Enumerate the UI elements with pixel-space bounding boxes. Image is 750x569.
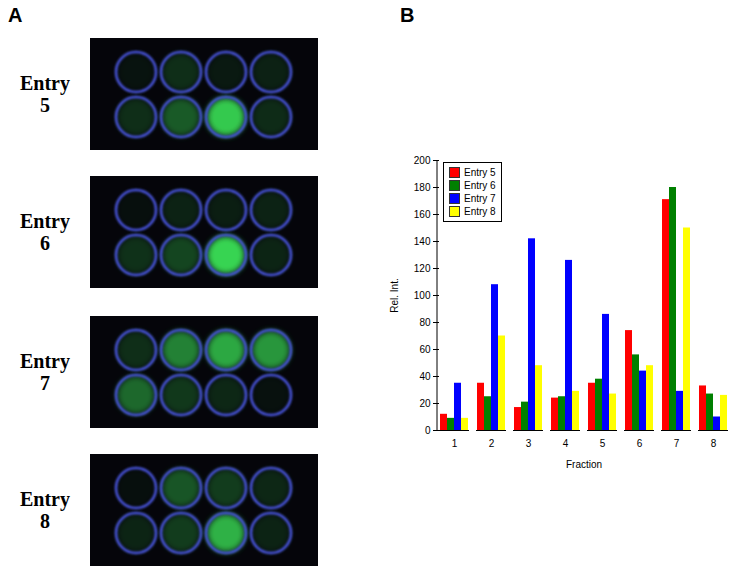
- html-text:Entry 7: Entry 7: [464, 193, 496, 204]
- svg-text:3: 3: [526, 438, 532, 449]
- svg-text:Entry8: Entry8: [20, 488, 70, 532]
- svg-text:Entry5: Entry5: [20, 72, 70, 116]
- svg-text:120: 120: [414, 263, 431, 274]
- svg-text:80: 80: [419, 317, 431, 328]
- svg-text:40: 40: [419, 371, 431, 382]
- svg-text:5: 5: [600, 438, 606, 449]
- svg-text:2: 2: [489, 438, 495, 449]
- html-text:Entry 8: Entry 8: [464, 206, 496, 217]
- html-text:A: A: [8, 4, 23, 26]
- svg-text:6: 6: [637, 438, 643, 449]
- svg-text:200: 200: [414, 155, 431, 166]
- svg-text:180: 180: [414, 182, 431, 193]
- svg-text:Entry6: Entry6: [20, 210, 70, 254]
- svg-text:160: 160: [414, 209, 431, 220]
- svg-text:20: 20: [419, 398, 431, 409]
- svg-text:60: 60: [419, 344, 431, 355]
- svg-text:7: 7: [674, 438, 680, 449]
- svg-text:4: 4: [563, 438, 569, 449]
- svg-text:0: 0: [425, 425, 431, 436]
- svg-text:100: 100: [414, 290, 431, 301]
- svg-text:Entry7: Entry7: [20, 350, 70, 394]
- svg-text:Rel. Int.: Rel. Int.: [389, 278, 400, 312]
- svg-text:1: 1: [452, 438, 458, 449]
- html-text:Entry 6: Entry 6: [464, 180, 496, 191]
- svg-text:140: 140: [414, 236, 431, 247]
- svg-text:8: 8: [711, 438, 717, 449]
- html-text:B: B: [400, 4, 415, 26]
- html-text:Entry 5: Entry 5: [464, 167, 496, 178]
- svg-text:Fraction: Fraction: [566, 459, 602, 470]
